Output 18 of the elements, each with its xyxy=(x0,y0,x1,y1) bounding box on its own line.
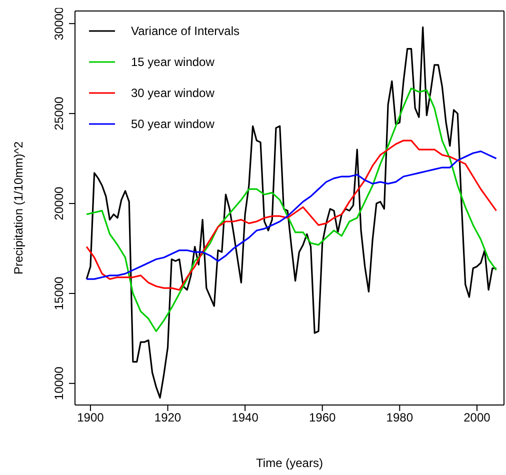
line-series xyxy=(86,26,498,399)
x-tick-label: 1960 xyxy=(309,410,336,425)
legend-label: 15 year window xyxy=(131,54,214,68)
x-tick-label: 1900 xyxy=(77,410,104,425)
legend-label: Variance of Intervals xyxy=(131,24,240,38)
y-tick-label: 15000 xyxy=(52,276,66,310)
x-tick-label: 1920 xyxy=(154,410,182,425)
legend-label: 50 year window xyxy=(131,116,214,130)
y-tick-label: 25000 xyxy=(52,96,66,130)
x-axis-title: Time (years) xyxy=(256,456,323,470)
y-axis-title: Precipitation (1/10mm)^2 xyxy=(11,141,26,275)
y-tick-label: 10000 xyxy=(52,366,66,400)
x-tick-label: 1940 xyxy=(232,410,259,425)
legend-label: 30 year window xyxy=(131,86,214,100)
line-series xyxy=(86,88,498,332)
x-tick-label: 2000 xyxy=(464,410,491,425)
x-tick-label: 1980 xyxy=(386,410,414,425)
y-tick-label: 20000 xyxy=(52,186,66,220)
